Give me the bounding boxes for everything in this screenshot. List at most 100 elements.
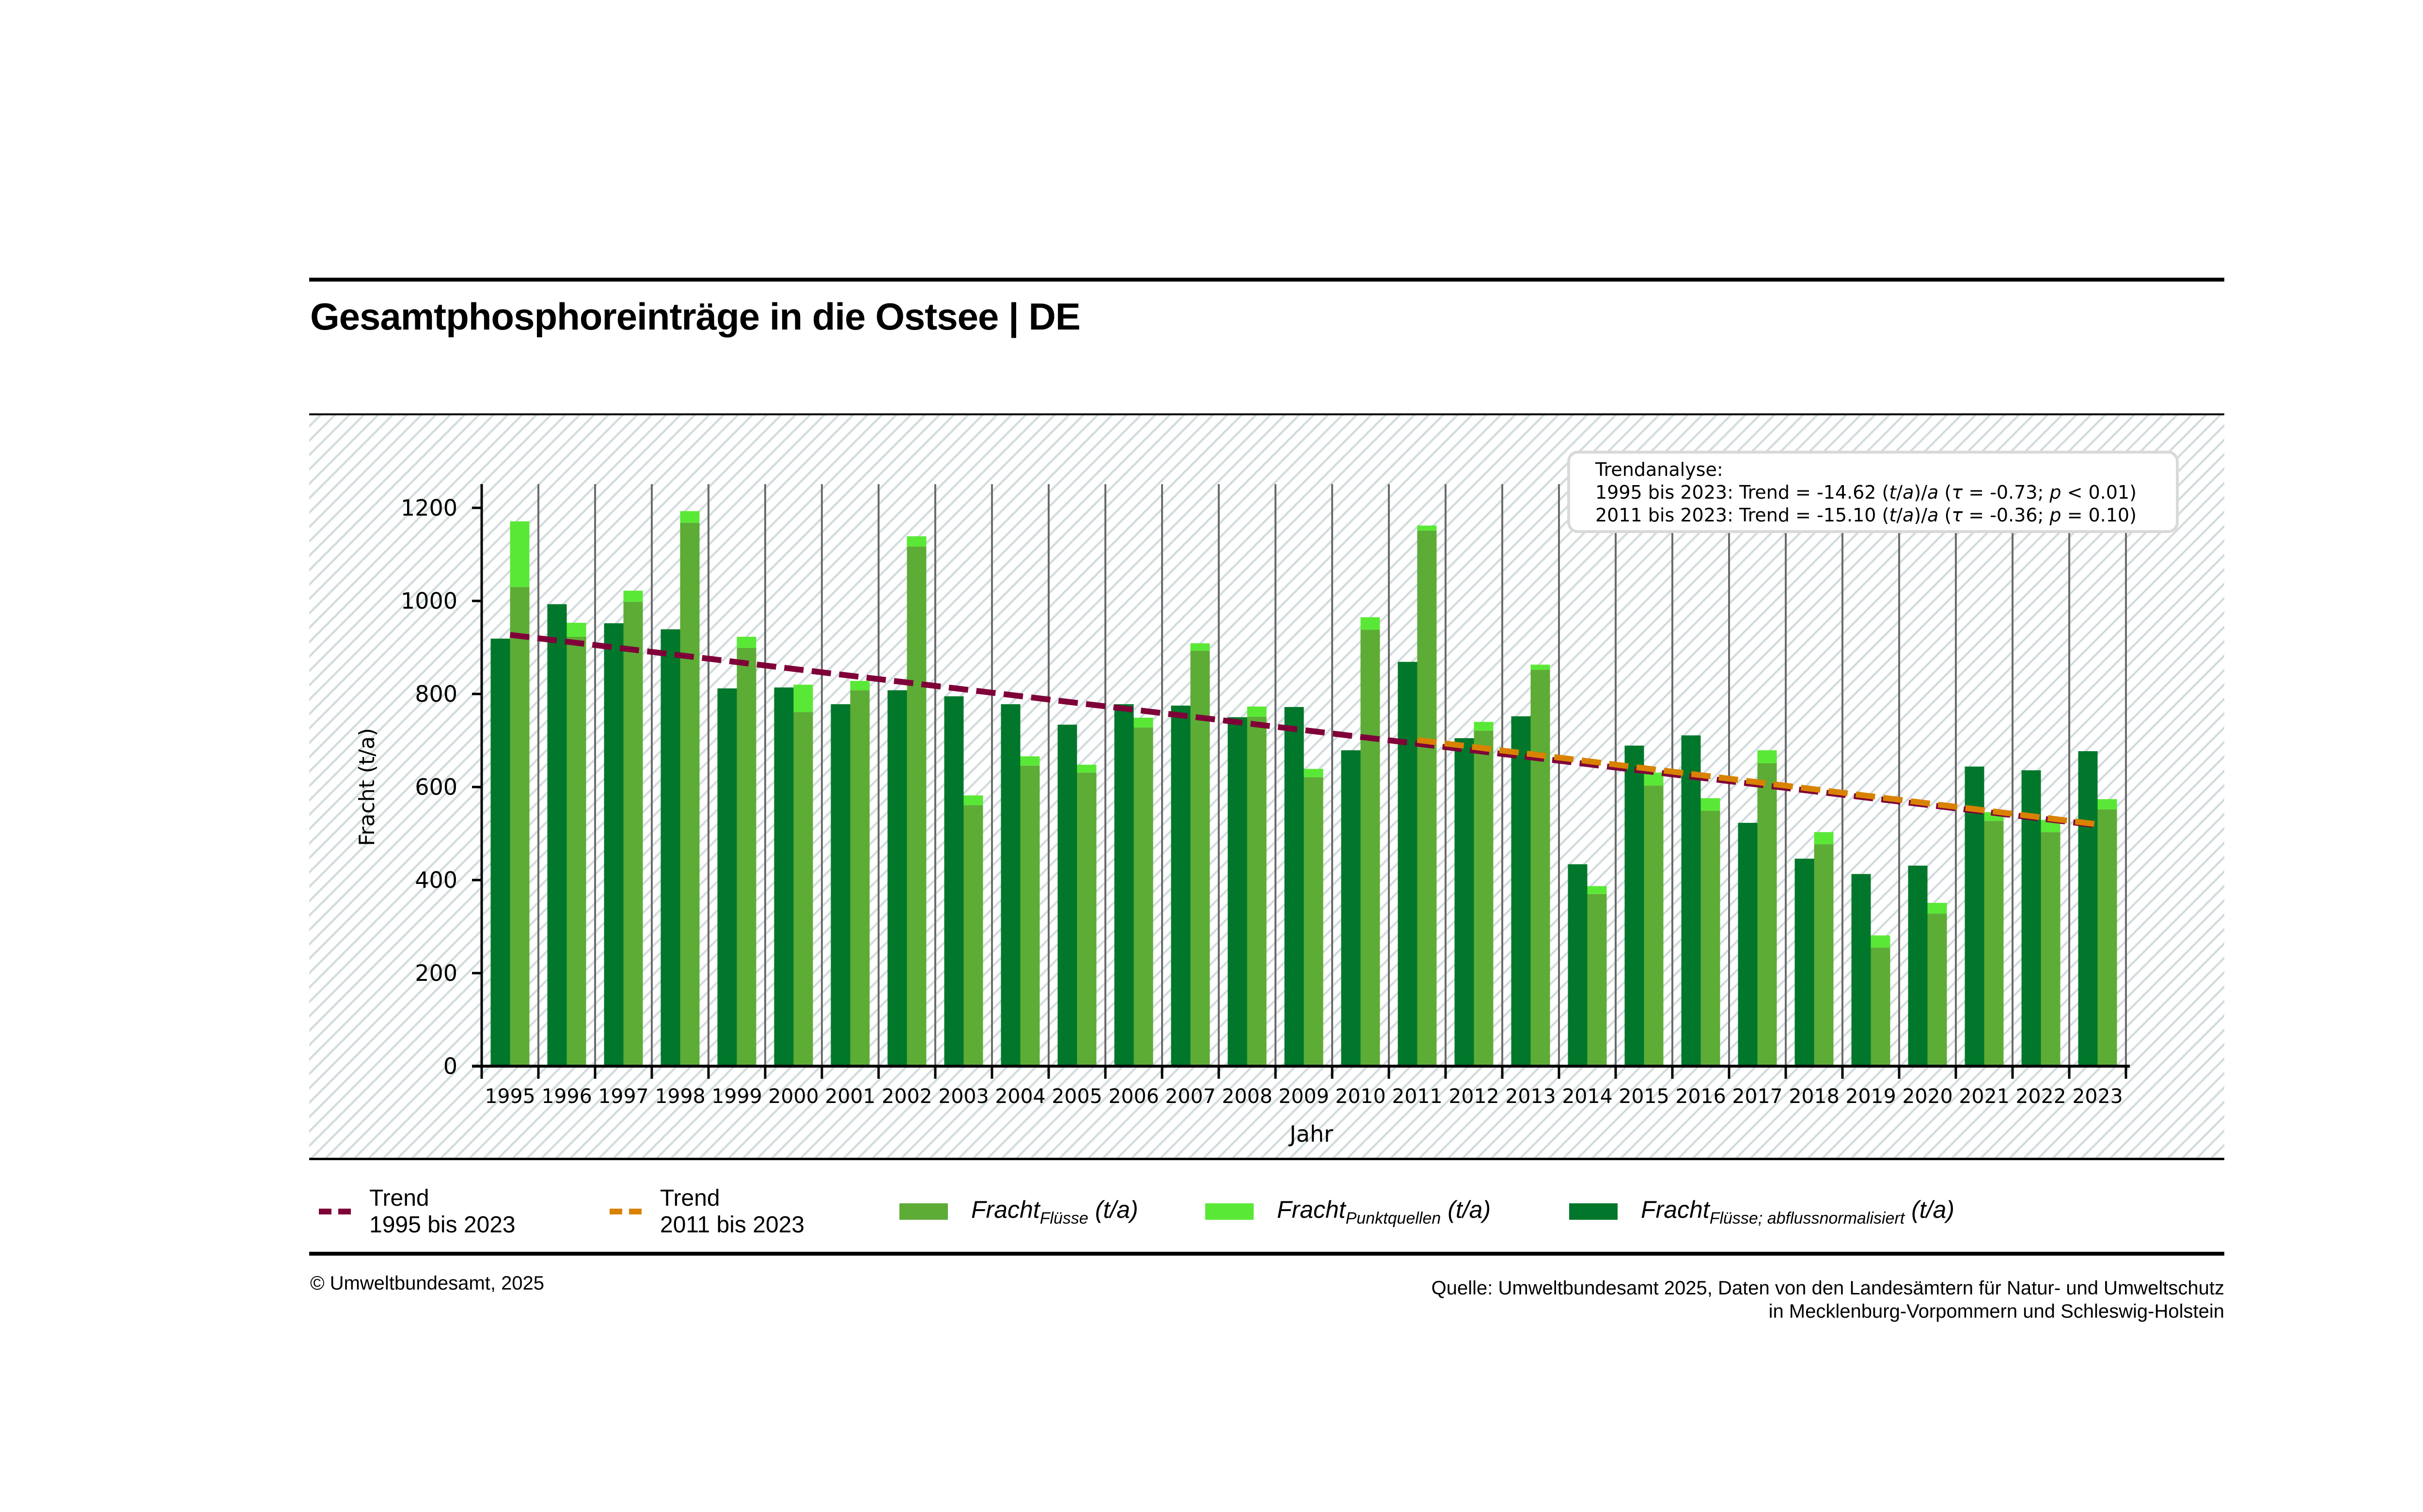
y-tick-label: 600 xyxy=(415,774,457,800)
source-note: Quelle: Umweltbundesamt 2025, Daten von … xyxy=(1431,1277,2224,1322)
bar-punktquellen-2014 xyxy=(1587,886,1607,894)
swatch-icon xyxy=(899,1203,948,1220)
bar-fluesse-2007 xyxy=(1190,650,1210,1066)
x-tick-label: 2019 xyxy=(1845,1085,1896,1108)
bar-fluesse-2014 xyxy=(1587,894,1607,1066)
bar-abflussnormalisiert-1996 xyxy=(547,604,567,1066)
bar-fluesse-2016 xyxy=(1700,810,1720,1066)
bar-punktquellen-2018 xyxy=(1814,832,1834,845)
chart-top-rule xyxy=(309,413,2224,415)
y-tick-label: 200 xyxy=(415,960,457,986)
bar-fluesse-2000 xyxy=(793,712,813,1066)
bar-punktquellen-2009 xyxy=(1304,769,1323,777)
bar-abflussnormalisiert-1995 xyxy=(490,638,510,1066)
bar-abflussnormalisiert-2020 xyxy=(1908,866,1928,1066)
bar-fluesse-1999 xyxy=(737,647,756,1066)
bar-fluesse-2012 xyxy=(1474,730,1494,1066)
bar-punktquellen-2020 xyxy=(1927,903,1947,914)
bar-abflussnormalisiert-2007 xyxy=(1171,706,1191,1066)
swatch-icon xyxy=(1205,1203,1254,1220)
x-tick-label: 1996 xyxy=(541,1085,592,1108)
bar-abflussnormalisiert-2016 xyxy=(1681,735,1701,1066)
bar-abflussnormalisiert-2012 xyxy=(1454,738,1474,1066)
bar-fluesse-2004 xyxy=(1020,765,1040,1066)
swatch-icon xyxy=(1569,1203,1618,1220)
x-tick-label: 2022 xyxy=(2015,1085,2066,1108)
x-tick-label: 2020 xyxy=(1902,1085,1952,1108)
x-tick-label: 2017 xyxy=(1732,1085,1782,1108)
bar-abflussnormalisiert-2001 xyxy=(831,704,850,1066)
bar-fluesse-2019 xyxy=(1871,947,1890,1066)
x-tick-label: 2007 xyxy=(1165,1085,1215,1108)
trend-lines xyxy=(509,632,2098,829)
x-tick-label: 2008 xyxy=(1222,1085,1272,1108)
y-axis-label: Fracht (t/a) xyxy=(355,728,379,846)
bar-abflussnormalisiert-2009 xyxy=(1284,707,1304,1066)
top-rule xyxy=(309,278,2224,282)
bar-abflussnormalisiert-2011 xyxy=(1398,662,1417,1066)
x-tick-label: 2000 xyxy=(768,1085,818,1108)
bar-punktquellen-2004 xyxy=(1020,756,1040,766)
bar-abflussnormalisiert-2010 xyxy=(1341,750,1361,1066)
bar-fluesse-2020 xyxy=(1927,914,1947,1066)
legend-item-trend-2011-2023: Trend 2011 bis 2023 xyxy=(610,1182,804,1241)
legend-item-fracht-abflussnormalisiert: FrachtFlüsse; abflussnormalisiert (t/a) xyxy=(1569,1182,1954,1241)
x-tick-label: 2001 xyxy=(825,1085,875,1108)
trend-analysis-box: Trendanalyse: 1995 bis 2023: Trend = -14… xyxy=(1567,451,2179,533)
bar-punktquellen-2007 xyxy=(1190,643,1210,651)
chart: 0 200 400 600 800 1000 1200 1995 1996 1997 1998 199… xyxy=(309,415,2224,1158)
y-tick-label: 0 xyxy=(443,1053,457,1079)
chart-bottom-rule xyxy=(309,1158,2224,1160)
x-tick-label: 2023 xyxy=(2072,1085,2123,1108)
bar-punktquellen-2015 xyxy=(1644,772,1664,786)
bar-abflussnormalisiert-2023 xyxy=(2078,751,2098,1066)
bar-abflussnormalisiert-1998 xyxy=(661,629,680,1066)
bar-fluesse-2023 xyxy=(2097,809,2117,1066)
bar-punktquellen-1995 xyxy=(510,521,530,587)
bar-punktquellen-2003 xyxy=(963,795,983,805)
bar-punktquellen-1998 xyxy=(680,511,700,523)
bar-fluesse-2001 xyxy=(850,690,870,1066)
x-tick-label: 2006 xyxy=(1108,1085,1159,1108)
x-tick-label: 2012 xyxy=(1448,1085,1499,1108)
bar-punktquellen-2016 xyxy=(1700,798,1720,811)
bar-abflussnormalisiert-2021 xyxy=(1965,766,1984,1066)
footer-rule xyxy=(309,1252,2224,1256)
bar-fluesse-1997 xyxy=(623,601,643,1066)
bar-fluesse-2021 xyxy=(1984,821,2004,1066)
x-tick-label: 2014 xyxy=(1562,1085,1612,1108)
x-axis-label: Jahr xyxy=(1288,1121,1333,1147)
bar-fluesse-2002 xyxy=(907,546,927,1066)
bar-punktquellen-2013 xyxy=(1530,664,1550,670)
y-tick-label: 400 xyxy=(415,867,457,893)
x-tick-label: 2011 xyxy=(1392,1085,1442,1108)
x-tick-label: 2009 xyxy=(1278,1085,1329,1108)
bar-fluesse-2022 xyxy=(2041,832,2061,1066)
bar-punktquellen-2001 xyxy=(850,681,870,691)
x-tick-label: 2013 xyxy=(1505,1085,1556,1108)
bar-fluesse-1998 xyxy=(680,522,700,1066)
x-tick-label: 2002 xyxy=(881,1085,932,1108)
bar-abflussnormalisiert-2005 xyxy=(1057,724,1077,1066)
bar-fluesse-2009 xyxy=(1304,777,1323,1066)
bar-fluesse-2017 xyxy=(1757,763,1777,1066)
bar-punktquellen-2000 xyxy=(793,684,813,712)
bar-abflussnormalisiert-2003 xyxy=(944,696,964,1066)
bar-punktquellen-2002 xyxy=(907,536,927,547)
dashed-line-icon xyxy=(319,1209,351,1214)
bar-fluesse-2006 xyxy=(1133,727,1153,1066)
bar-punktquellen-2012 xyxy=(1474,722,1494,731)
x-tick-label: 2018 xyxy=(1789,1085,1839,1108)
bar-fluesse-1996 xyxy=(566,636,586,1066)
bar-punktquellen-1997 xyxy=(623,590,643,602)
bar-fluesse-2013 xyxy=(1530,670,1550,1066)
bar-abflussnormalisiert-2014 xyxy=(1568,864,1588,1066)
bars xyxy=(490,511,2117,1066)
bar-punktquellen-2023 xyxy=(2097,799,2117,810)
page-title: Gesamtphosphoreinträge in die Ostsee | D… xyxy=(310,295,1081,338)
legend-item-fracht-fluesse: FrachtFlüsse (t/a) xyxy=(899,1182,1138,1241)
grid-lines xyxy=(481,484,2127,1066)
y-tick-label: 1000 xyxy=(401,588,457,614)
bar-abflussnormalisiert-2002 xyxy=(887,690,907,1066)
trend-analysis-heading: Trendanalyse: xyxy=(1595,459,1723,480)
